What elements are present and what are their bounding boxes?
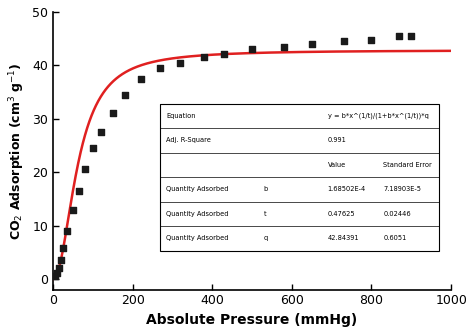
Point (121, 92, 128, 98)
Point (75, 188, 82, 193)
Point (220, 51, 228, 56)
Point (201, 55, 208, 60)
Point (89, 145, 97, 151)
Point (63, 228, 71, 233)
Point (109, 111, 117, 116)
Point (396, 33, 403, 39)
Point (340, 39, 347, 44)
X-axis label: Absolute Pressure (mmHg): Absolute Pressure (mmHg) (146, 313, 358, 327)
Point (280, 44, 288, 49)
Point (137, 76, 145, 81)
Point (408, 33, 415, 39)
Point (157, 65, 164, 71)
Point (57, 258, 65, 263)
Point (308, 41, 316, 47)
Point (53, 270, 61, 275)
Point (81, 167, 89, 172)
Y-axis label: CO$_2$ Adsorption (cm$^3$ g$^{-1}$): CO$_2$ Adsorption (cm$^3$ g$^{-1}$) (7, 62, 27, 239)
Point (97, 130, 105, 135)
Point (55, 266, 63, 271)
Point (177, 60, 184, 65)
Point (368, 37, 375, 42)
Point (248, 47, 256, 52)
Point (51, 274, 59, 279)
Point (59, 245, 67, 250)
Point (69, 207, 77, 212)
